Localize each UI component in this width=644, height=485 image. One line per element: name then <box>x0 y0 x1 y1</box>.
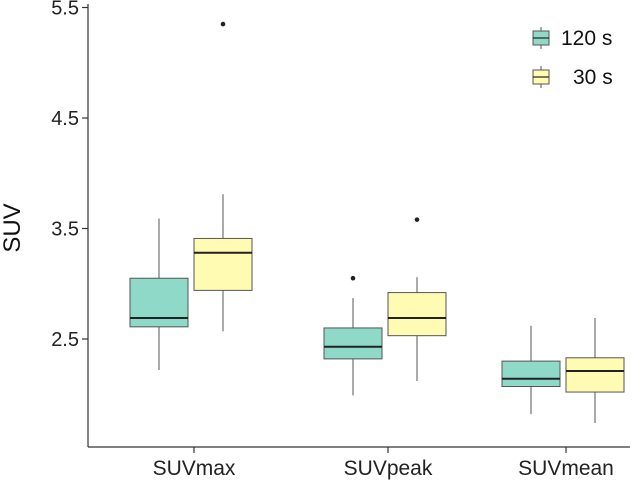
y-tick-label: 4.5 <box>51 108 79 130</box>
legend-label: 120 s <box>561 27 612 50</box>
box-suvmean-30s <box>565 318 625 423</box>
box-iqr <box>565 357 625 393</box>
y-axis-title: SUV <box>0 203 26 252</box>
y-tick-label: 2.5 <box>51 329 79 351</box>
x-category-labels: SUVmax SUVpeak SUVmean <box>153 447 614 480</box>
box-suvmean-120s <box>501 325 561 415</box>
box-iqr <box>387 292 447 337</box>
box-suvpeak-30s <box>387 217 447 381</box>
legend: 120 s 30 s <box>532 27 613 89</box>
outlier-point <box>220 21 226 27</box>
category-label: SUVpeak <box>344 457 433 480</box>
box-iqr <box>193 237 253 291</box>
box-iqr <box>129 277 189 328</box>
box-suvmax-30s <box>193 21 253 332</box>
y-tick-label: 5.5 <box>51 0 79 20</box>
box-suvmax-120s <box>129 218 189 370</box>
box-iqr <box>323 327 383 360</box>
legend-label: 30 s <box>573 66 613 89</box>
box-iqr <box>501 360 561 388</box>
outlier-point <box>350 275 356 281</box>
outlier-point <box>414 217 420 222</box>
category-label: SUVmean <box>518 457 614 480</box>
plot-area <box>129 21 625 423</box>
box-suvpeak-120s <box>323 275 383 396</box>
category-label: SUVmax <box>153 457 236 480</box>
y-ticks: 2.5 3.5 4.5 5.5 <box>51 0 88 351</box>
y-tick-label: 3.5 <box>51 219 79 241</box>
